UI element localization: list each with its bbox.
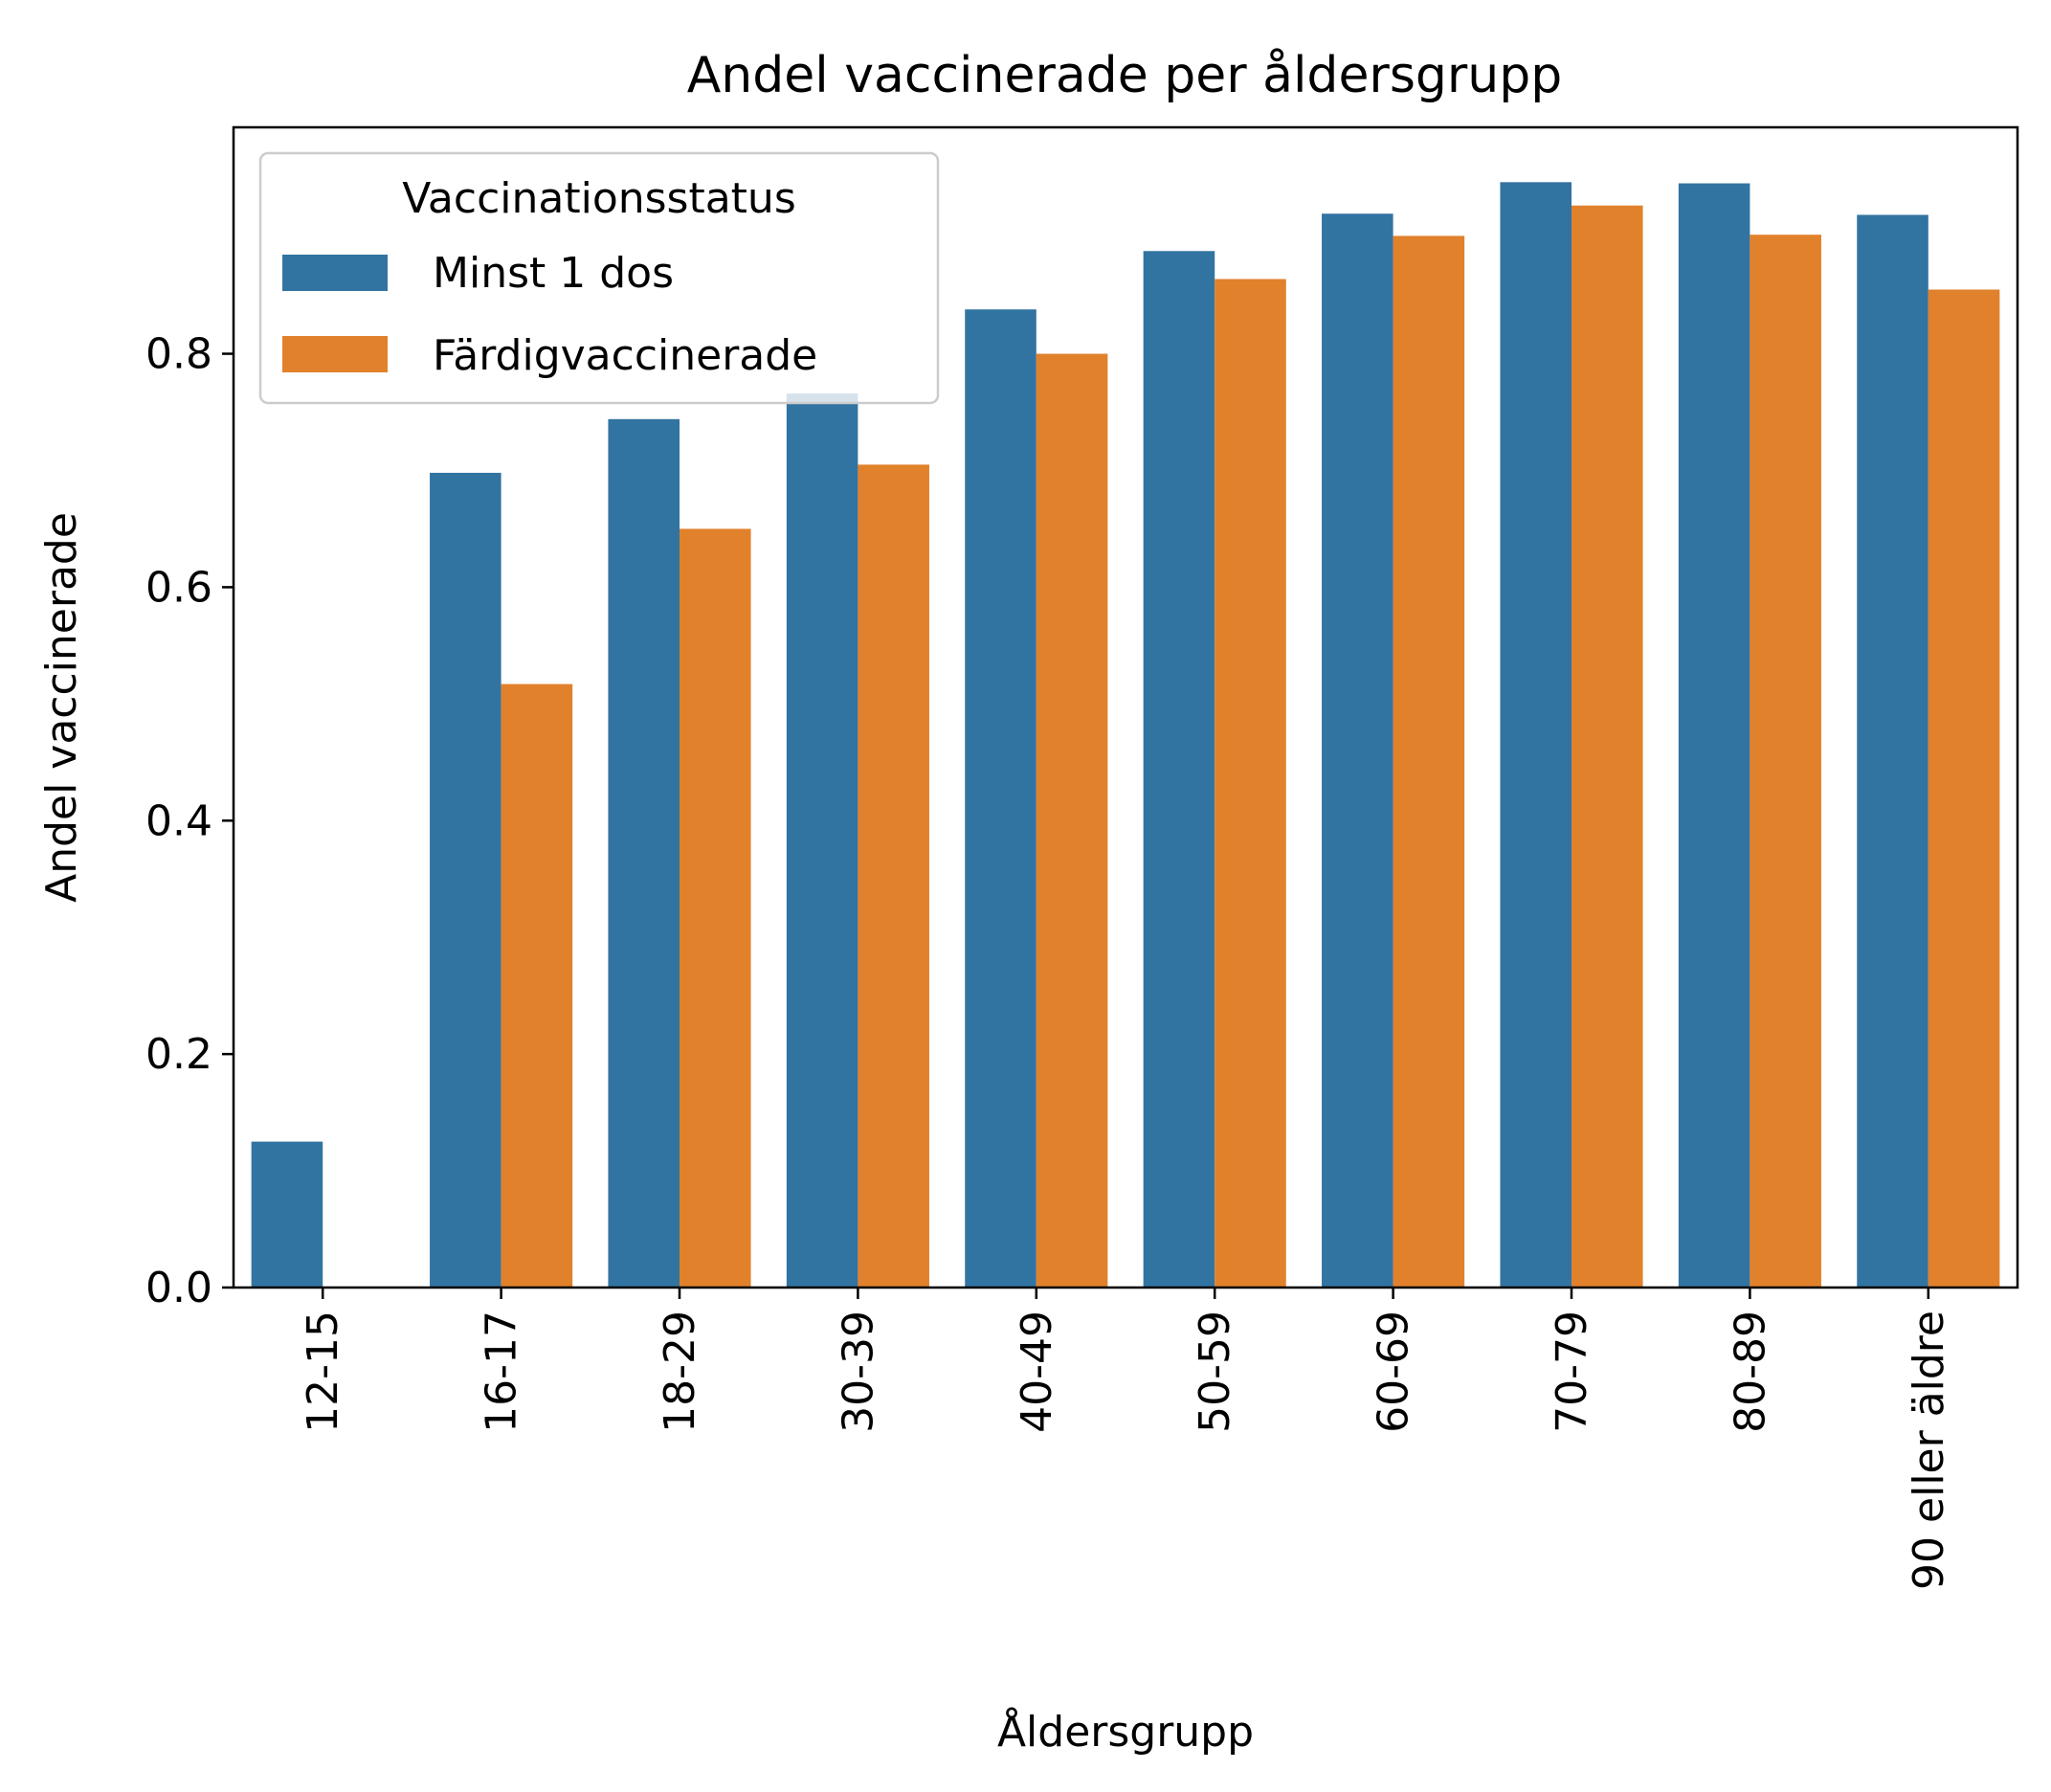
legend-swatch-series-2: [282, 336, 388, 372]
bar-series-1-90-eller-äldre: [1857, 214, 1928, 1288]
legend-swatch-series-1: [282, 255, 388, 291]
x-tick-label: 18-29: [656, 1310, 704, 1433]
x-tick-label: 30-39: [834, 1310, 882, 1433]
x-tick-label: 50-59: [1191, 1310, 1239, 1433]
x-tick-label: 60-69: [1370, 1310, 1418, 1433]
bar-series-2-90-eller-äldre: [1928, 289, 2000, 1288]
x-axis: 12-15 16-17 18-29 30-39 40-49 50-59 60-69 70-79…: [299, 1288, 1953, 1590]
legend-frame: [258, 151, 940, 405]
chart-title: Andel vaccinerade per åldersgrupp: [687, 47, 1563, 104]
y-tick-label: 0.0: [145, 1264, 212, 1312]
x-tick-label: 12-15: [299, 1310, 347, 1433]
legend-label-series-2: Färdigvaccinerade: [433, 331, 817, 380]
y-tick-label: 0.2: [145, 1030, 212, 1079]
bar-series-1-70-79: [1500, 182, 1572, 1288]
x-tick-label: 70-79: [1548, 1310, 1596, 1433]
legend-title: Vaccinationsstatus: [402, 174, 796, 223]
y-tick-label: 0.6: [145, 563, 212, 612]
legend: Vaccinationsstatus Minst 1 dos Färdigvac…: [258, 151, 940, 405]
bar-series-2-60-69: [1393, 235, 1465, 1288]
y-axis-label: Andel vaccinerade: [37, 512, 86, 903]
bar-series-1-18-29: [608, 418, 680, 1288]
bars: [251, 182, 2000, 1288]
bar-series-2-30-39: [858, 464, 929, 1288]
bar-series-2-18-29: [680, 528, 751, 1288]
bar-series-1-16-17: [430, 472, 502, 1288]
bar-series-1-60-69: [1322, 213, 1393, 1288]
x-tick-label: 90 eller äldre: [1905, 1310, 1953, 1590]
y-tick-label: 0.4: [145, 796, 212, 845]
x-axis-label: Åldersgrupp: [997, 1706, 1254, 1757]
x-tick-label: 16-17: [478, 1310, 526, 1433]
y-axis: 0.0 0.2 0.4 0.6 0.8: [145, 330, 234, 1312]
legend-label-series-1: Minst 1 dos: [433, 249, 674, 298]
y-tick-label: 0.8: [145, 330, 212, 379]
bar-series-2-16-17: [501, 683, 573, 1288]
bar-series-1-80-89: [1678, 183, 1750, 1288]
bar-series-2-40-49: [1036, 353, 1108, 1288]
bar-series-1-50-59: [1143, 251, 1215, 1288]
bar-series-2-80-89: [1750, 235, 1821, 1288]
bar-series-2-50-59: [1215, 279, 1286, 1288]
bar-series-1-30-39: [786, 393, 858, 1288]
bar-series-1-40-49: [965, 309, 1037, 1288]
bar-series-2-70-79: [1572, 205, 1643, 1288]
bar-series-1-12-15: [251, 1141, 323, 1288]
x-tick-label: 40-49: [1013, 1310, 1061, 1433]
x-tick-label: 80-89: [1726, 1310, 1774, 1433]
plot-frame: [232, 125, 2019, 1289]
